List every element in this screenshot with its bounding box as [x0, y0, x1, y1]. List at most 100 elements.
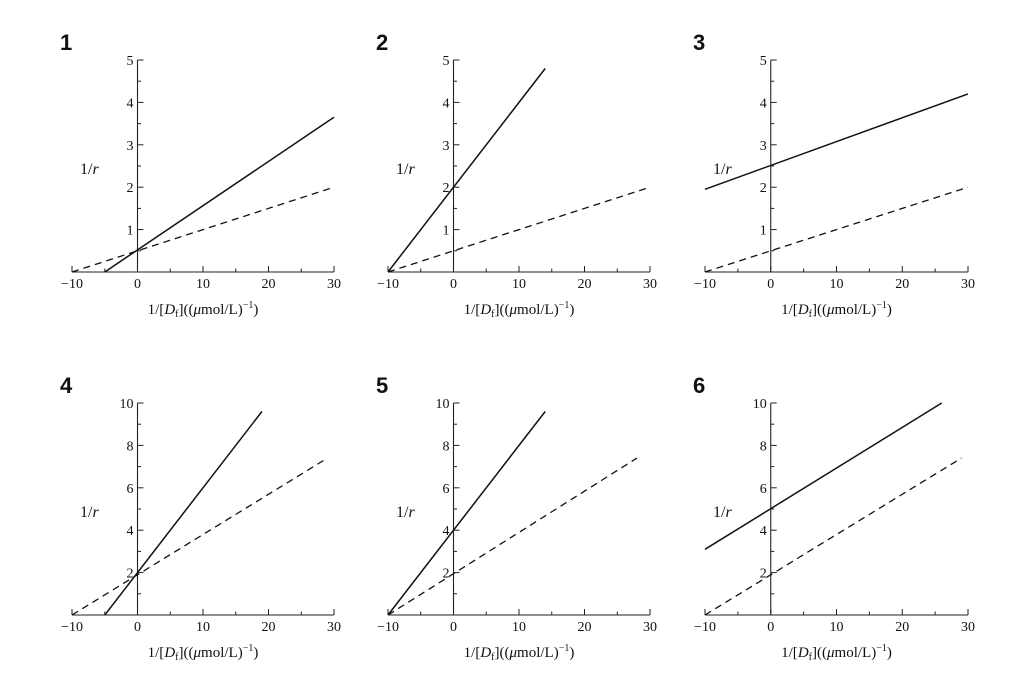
x-label-part: D: [797, 645, 809, 661]
x-tick-label: −10: [61, 277, 83, 292]
series-dashed-line: [704, 186, 969, 273]
y-tick-label: 5: [127, 54, 134, 69]
x-tick-label: 30: [643, 620, 657, 635]
x-tick-label: 30: [961, 277, 975, 292]
x-label-part: 1/[: [781, 645, 798, 661]
x-label-part: μ: [509, 302, 518, 318]
y-tick-label: 8: [443, 439, 450, 454]
y-tick-label: 1: [760, 224, 767, 239]
series-solid-line: [104, 116, 335, 273]
y-label-var: r: [92, 161, 99, 178]
x-label-part: ): [253, 302, 258, 318]
y-tick-label: 4: [127, 524, 134, 539]
x-label-part: ]((: [812, 645, 827, 661]
x-label-part: ]((: [812, 302, 827, 318]
x-label-part: f: [809, 652, 813, 663]
y-tick-label: 6: [127, 482, 134, 497]
y-tick-label: 3: [760, 139, 767, 154]
y-tick-label: 1: [443, 224, 450, 239]
x-label-part: μ: [826, 302, 835, 318]
x-label-part: D: [479, 645, 491, 661]
x-tick-label: 0: [450, 277, 457, 292]
panel-4: 4 −10 0 10 20 30 2 4 6 8 10 1/r 1/[Df]((μmol/L)−1): [60, 373, 341, 663]
x-label-part: −1: [876, 643, 887, 654]
x-label-part: 1/[: [148, 645, 165, 661]
series-dashed-line: [71, 186, 335, 273]
y-axis-label: 1/r: [396, 161, 415, 178]
x-tick-label: 0: [134, 277, 141, 292]
x-tick-label: 20: [895, 620, 909, 635]
panel-label: 5: [376, 373, 388, 398]
x-label-part: f: [175, 652, 179, 663]
y-tick-label: 2: [443, 181, 450, 196]
x-label-part: μ: [826, 645, 835, 661]
y-tick-label: 2: [443, 567, 450, 582]
x-label-part: −1: [876, 300, 887, 311]
y-label-prefix: 1/: [713, 161, 726, 178]
x-tick-label: 10: [830, 277, 844, 292]
x-tick-label: 10: [830, 620, 844, 635]
series-dashed-line: [387, 457, 638, 616]
x-axis-label: 1/[Df]((μmol/L)−1): [464, 300, 575, 320]
y-tick-label: 3: [127, 139, 134, 154]
y-tick-label: 2: [127, 181, 134, 196]
x-tick-label: 30: [643, 277, 657, 292]
x-label-part: −1: [243, 300, 254, 311]
series-solid-line: [704, 93, 969, 191]
y-label-var: r: [408, 161, 415, 178]
y-tick-label: 6: [760, 482, 767, 497]
x-axis-label: 1/[Df]((μmol/L)−1): [148, 643, 259, 663]
panel-5: 5 −10 0 10 20 30 2 4 6 8 10 1/r 1/[Df]((μmol/L)−1): [376, 373, 657, 663]
series-dashed-line: [704, 457, 962, 616]
x-label-part: mol/L): [201, 302, 243, 318]
x-label-part: −1: [559, 300, 570, 311]
x-label-part: −1: [243, 643, 254, 654]
y-tick-label: 10: [120, 397, 134, 412]
y-axis-label: 1/r: [80, 504, 99, 521]
x-label-part: mol/L): [201, 645, 243, 661]
y-label-prefix: 1/: [396, 504, 409, 521]
y-tick-label: 4: [443, 96, 450, 111]
x-label-part: f: [491, 309, 495, 320]
y-label-var: r: [92, 504, 99, 521]
x-tick-label: 20: [262, 277, 276, 292]
y-label-prefix: 1/: [80, 161, 93, 178]
x-axis-label: 1/[Df]((μmol/L)−1): [464, 643, 575, 663]
y-axis-label: 1/r: [80, 161, 99, 178]
x-label-part: ): [887, 302, 892, 318]
x-label-part: mol/L): [517, 302, 559, 318]
x-tick-label: 10: [512, 277, 526, 292]
x-axis-label: 1/[Df]((μmol/L)−1): [781, 643, 892, 663]
y-label-var: r: [725, 504, 732, 521]
x-tick-label: 0: [450, 620, 457, 635]
x-label-part: μ: [193, 302, 202, 318]
panel-1: 1 −10 0 10 20 30 1 2 3 4 5 1/r 1/[Df]((μmol/L)−1): [60, 30, 341, 320]
x-label-part: ]((: [179, 302, 194, 318]
x-tick-label: 10: [196, 620, 210, 635]
series-dashed-line: [71, 457, 328, 616]
x-tick-label: 30: [961, 620, 975, 635]
panel-label: 6: [693, 373, 705, 398]
x-label-part: ): [253, 645, 258, 661]
y-tick-label: 3: [443, 139, 450, 154]
y-axis-label: 1/r: [713, 161, 732, 178]
y-tick-label: 2: [760, 567, 767, 582]
x-tick-label: 20: [895, 277, 909, 292]
x-label-part: ): [569, 645, 574, 661]
x-label-part: D: [797, 302, 809, 318]
x-label-part: D: [163, 645, 175, 661]
x-label-part: ]((: [495, 302, 510, 318]
x-label-part: 1/[: [464, 302, 481, 318]
y-tick-label: 8: [127, 439, 134, 454]
x-label-part: ): [887, 645, 892, 661]
y-tick-label: 2: [760, 181, 767, 196]
y-tick-label: 6: [443, 482, 450, 497]
x-label-part: mol/L): [517, 645, 559, 661]
x-label-part: mol/L): [835, 645, 877, 661]
y-axis-label: 1/r: [396, 504, 415, 521]
x-tick-label: 30: [327, 620, 341, 635]
x-tick-label: 20: [578, 277, 592, 292]
y-tick-label: 4: [127, 96, 134, 111]
x-label-part: 1/[: [464, 645, 481, 661]
x-tick-label: 0: [134, 620, 141, 635]
